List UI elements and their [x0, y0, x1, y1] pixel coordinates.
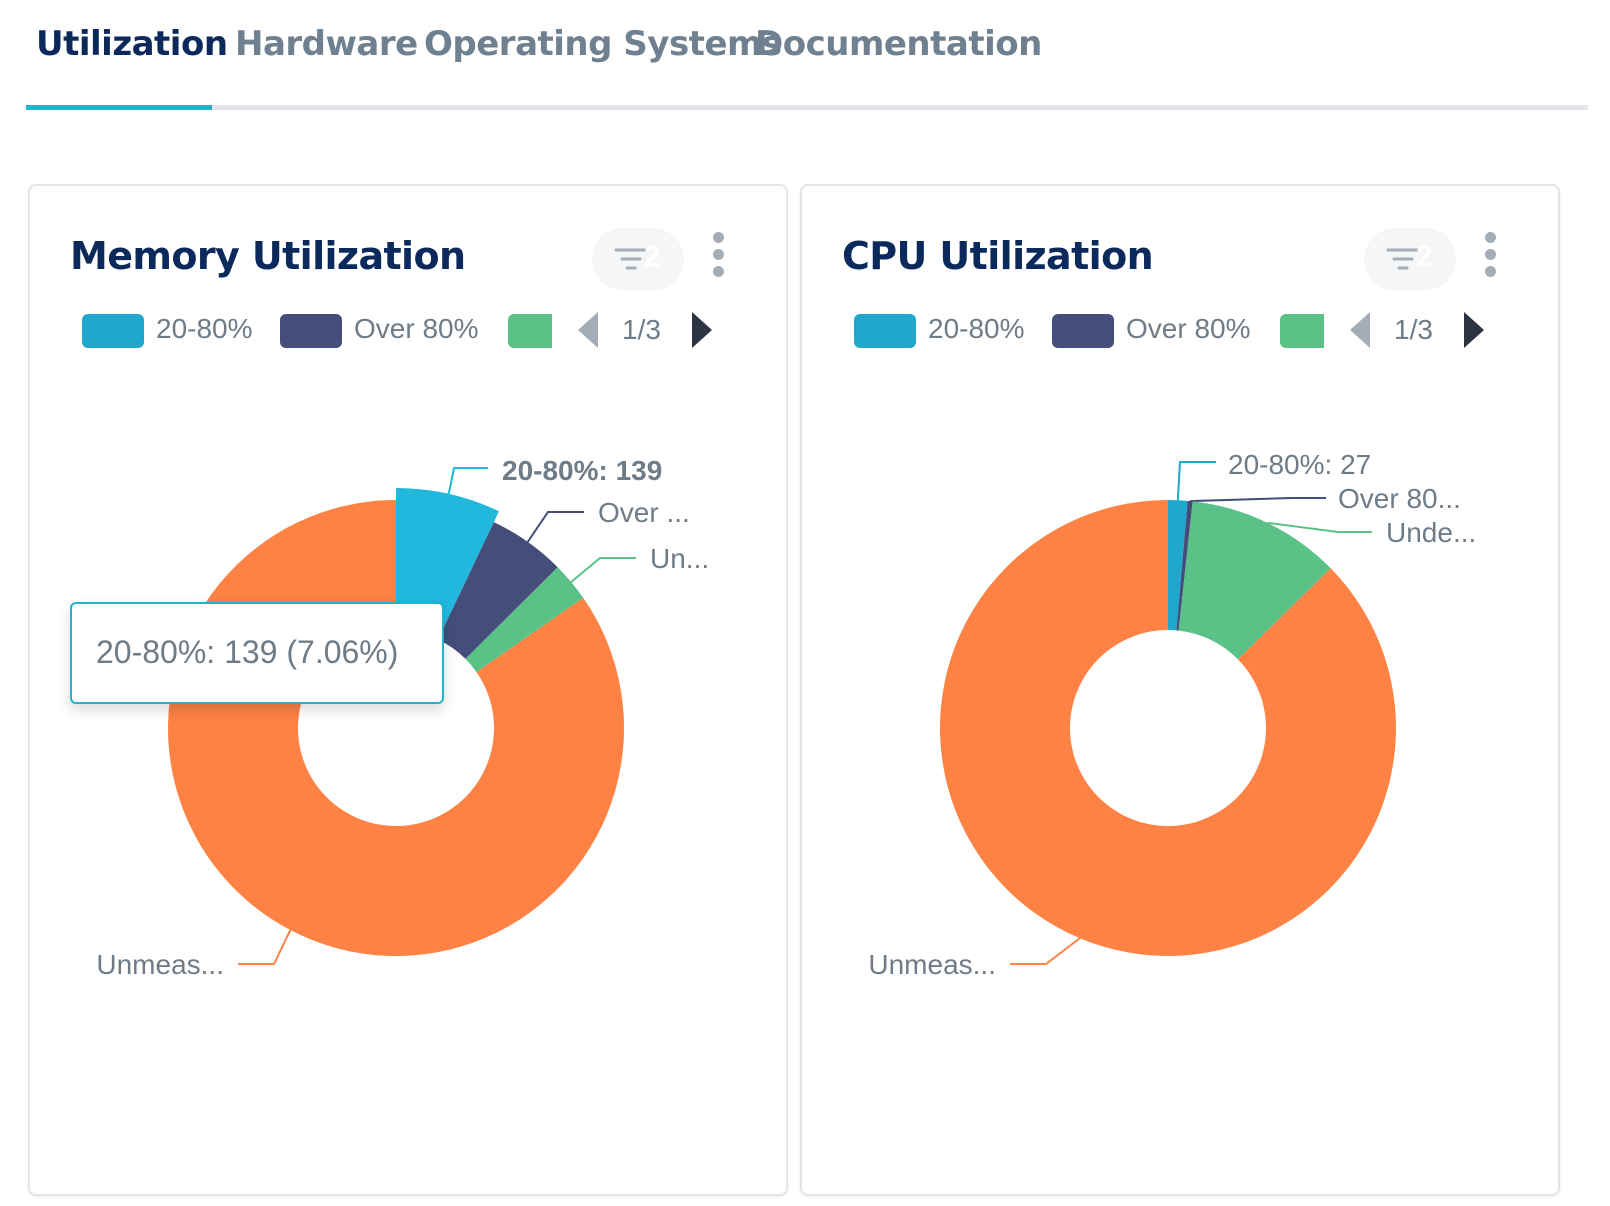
donut-slice-over-80-[interactable]: [1176, 500, 1193, 631]
callout-line: [1190, 497, 1326, 503]
legend-swatch: [1280, 314, 1324, 348]
legend-swatch: [82, 314, 144, 348]
callout-label: Un...: [650, 543, 709, 574]
tab-bar-divider: [26, 105, 1588, 110]
legend-swatch: [280, 314, 342, 348]
chart-legend: 20-80% Over 80% 1/3: [854, 306, 1514, 356]
callout-line: [570, 557, 636, 583]
callout-line: [238, 929, 292, 965]
tab-utilization[interactable]: Utilization: [36, 24, 228, 64]
more-options-icon[interactable]: [706, 232, 730, 282]
tab-bar: Utilization Hardware Operating Systems D…: [26, 0, 1588, 112]
filter-icon: [614, 248, 648, 270]
chart-legend: 20-80% Over 80% 1/3: [82, 306, 742, 356]
callout-label: Unde...: [1386, 517, 1476, 548]
donut-slice-20-80-[interactable]: [396, 488, 499, 640]
callout-line: [1176, 461, 1216, 501]
legend-label: Over 80%: [1126, 313, 1251, 344]
chart-tooltip: 20-80%: 139 (7.06%): [70, 602, 444, 704]
tooltip-text: 20-80%: 139 (7.06%): [96, 634, 399, 670]
card-title: CPU Utilization: [842, 234, 1154, 278]
donut-slice-20-80-[interactable]: [1168, 500, 1188, 631]
callout-label: 20-80%: 139: [502, 455, 662, 486]
more-options-icon[interactable]: [1478, 232, 1502, 282]
donut-slice-under-20-[interactable]: [1178, 501, 1331, 660]
legend-label: 20-80%: [156, 313, 253, 344]
tab-operating-systems[interactable]: Operating Systems: [424, 24, 782, 64]
donut-slice-under-20-[interactable]: [465, 567, 584, 673]
legend-page-indicator: 1/3: [622, 314, 661, 345]
filter-count-badge: 2: [1416, 240, 1433, 273]
callout-line: [526, 511, 584, 543]
legend-swatch: [854, 314, 916, 348]
callout-line: [447, 467, 488, 495]
filter-button[interactable]: 2: [1364, 228, 1456, 290]
callout-line: [1010, 937, 1081, 965]
filter-count-badge: 2: [644, 240, 661, 273]
callout-label: 20-80%: 27: [1228, 449, 1371, 480]
legend-prev-page-icon[interactable]: [1346, 310, 1376, 350]
legend-label: 20-80%: [928, 313, 1025, 344]
callout-label: Over 80...: [1338, 483, 1461, 514]
tab-hardware[interactable]: Hardware: [235, 24, 418, 64]
legend-next-page-icon[interactable]: [686, 310, 716, 350]
callout-label: Over ...: [598, 497, 690, 528]
filter-icon: [1386, 248, 1420, 270]
callout-label: Unmeas...: [96, 949, 224, 980]
memory-utilization-card: Memory Utilization 2 20-80% Over 80% 1/3…: [28, 184, 788, 1196]
donut-slice-over-80-[interactable]: [438, 522, 558, 659]
callout-label: Unmeas...: [868, 949, 996, 980]
donut-slice-unmeasured[interactable]: [940, 500, 1396, 956]
active-tab-indicator: [26, 105, 212, 110]
legend-swatch: [508, 314, 552, 348]
filter-button[interactable]: 2: [592, 228, 684, 290]
legend-label: Over 80%: [354, 313, 479, 344]
card-title: Memory Utilization: [70, 234, 466, 278]
tab-documentation[interactable]: Documentation: [755, 24, 1042, 64]
legend-swatch: [1052, 314, 1114, 348]
legend-prev-page-icon[interactable]: [574, 310, 604, 350]
legend-next-page-icon[interactable]: [1458, 310, 1488, 350]
callout-line: [1267, 521, 1372, 533]
legend-page-indicator: 1/3: [1394, 314, 1433, 345]
cpu-utilization-card: CPU Utilization 2 20-80% Over 80% 1/3 20…: [800, 184, 1560, 1196]
